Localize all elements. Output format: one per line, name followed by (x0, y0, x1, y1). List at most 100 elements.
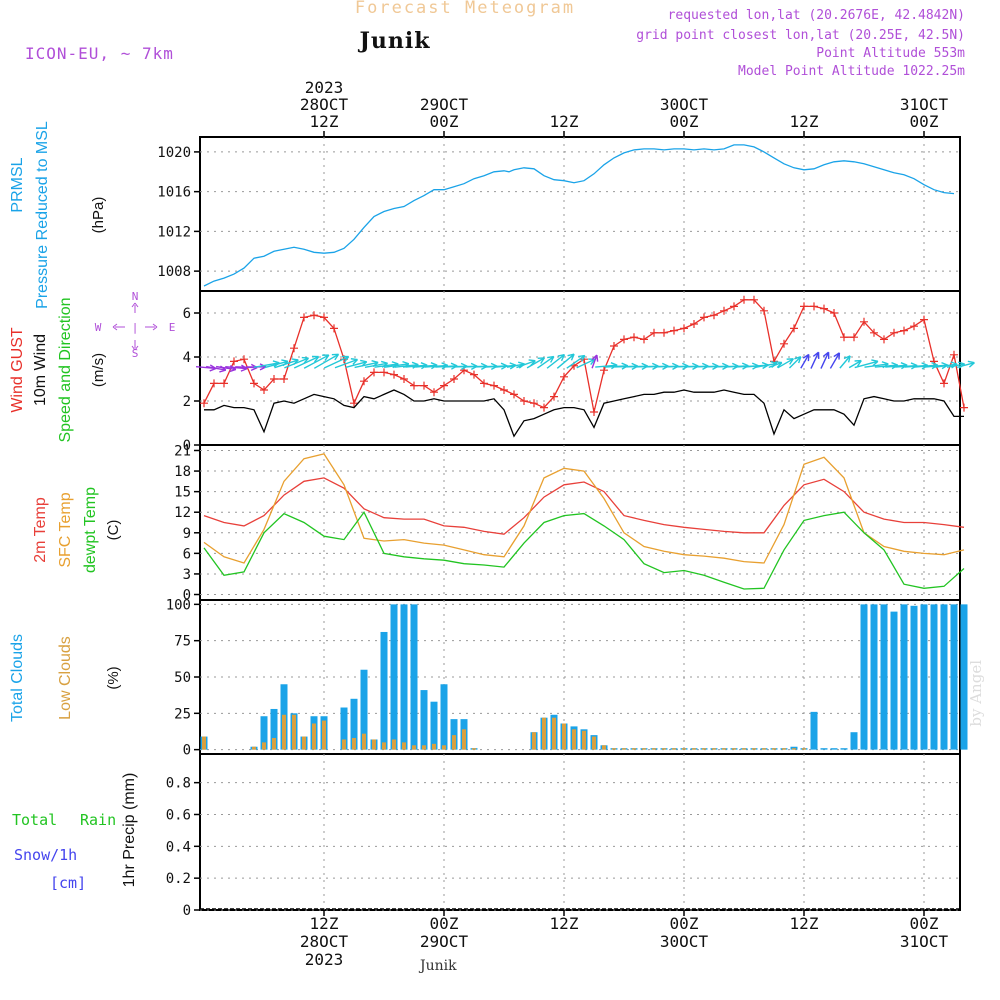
wind-arrow (885, 364, 908, 368)
bar-low-clouds (572, 729, 576, 750)
wind-arrow (914, 364, 938, 368)
wind-arrow (284, 357, 309, 369)
wind-arrow (556, 353, 575, 369)
bar-low-clouds (382, 742, 386, 750)
legend-rain: Rain (80, 811, 116, 829)
bar-total-clouds (880, 604, 888, 750)
ytick-label-temperature: 6 (183, 546, 191, 562)
wind-arrow (394, 363, 419, 368)
gust-point (490, 381, 498, 390)
bar-low-clouds (802, 748, 806, 750)
gust-point (940, 379, 948, 388)
ytick-label-precip: 0.8 (166, 776, 191, 792)
bar-low-clouds (342, 739, 346, 750)
wind-arrow (215, 365, 236, 371)
wind-arrow-head (588, 358, 596, 365)
wind-arrow-head (854, 359, 862, 367)
gust-point (400, 375, 408, 383)
gust-point (910, 322, 918, 331)
wind-arrow (788, 356, 802, 369)
gust-point (280, 375, 288, 383)
wind-arrow-head (341, 355, 350, 363)
bar-low-clouds (752, 748, 756, 750)
bar-low-clouds (792, 748, 796, 750)
bar-total-clouds (450, 719, 458, 750)
wind-arrow (576, 358, 596, 369)
wind-arrow (595, 364, 618, 368)
ylabel-dewpt-temp: dewpt Temp (82, 487, 99, 573)
ylabel-hpa: (hPa) (90, 197, 107, 234)
bar-total-clouds (400, 604, 408, 750)
bar-low-clouds (442, 745, 446, 750)
point-altitude: Point Altitude 553m (816, 46, 965, 61)
bar-total-clouds (360, 669, 368, 750)
bar-total-clouds (810, 711, 818, 750)
compass-s: S (132, 347, 139, 360)
ytick-label-temperature: 0 (183, 588, 191, 604)
gust-point (720, 306, 728, 315)
wind-arrow (935, 363, 958, 368)
bar-total-clouds (440, 684, 448, 750)
bar-total-clouds (960, 604, 968, 750)
wind-arrow-head (537, 357, 545, 364)
gust-point (680, 324, 688, 333)
bar-total-clouds (920, 604, 928, 750)
gust-point (750, 295, 758, 304)
ylabel-percent: (%) (105, 666, 122, 689)
bar-total-clouds (830, 748, 838, 750)
bar-low-clouds (712, 748, 716, 750)
wind-arrow (854, 360, 879, 369)
wind-arrow-head (843, 355, 851, 363)
bar-low-clouds (312, 723, 316, 750)
top-time-label: 00Z (670, 112, 699, 131)
series-sfc-temp (203, 453, 965, 564)
bar-total-clouds (940, 604, 948, 750)
wind-arrow (264, 360, 289, 369)
bar-low-clouds (722, 748, 726, 750)
panel-frame-precip (199, 753, 961, 911)
top-time-label: 00Z (430, 112, 459, 131)
wind-arrow (293, 355, 319, 369)
bottom-time-label: 31OCT (900, 932, 949, 951)
wind-arrow-head (822, 351, 830, 359)
ylabel-2m-temp: 2m Temp (32, 497, 49, 563)
panels (194, 131, 961, 916)
bar-total-clouds (850, 732, 858, 750)
location-title: Junik (359, 28, 431, 54)
gust-point (820, 304, 828, 313)
wind-arrow (405, 364, 428, 368)
ytick-label-temperature: 18 (174, 464, 191, 480)
wind-arrow (591, 354, 598, 369)
ylabel-speed-direction: Speed and Direction (57, 298, 74, 443)
ytick-label-pressure: 1008 (157, 264, 191, 280)
bar-total-clouds (390, 604, 398, 750)
gust-point (350, 399, 358, 408)
gust-point (690, 320, 698, 328)
gust-point (660, 328, 668, 337)
ytick-label-wind: 2 (183, 394, 191, 410)
legend-snow-unit: [cm] (50, 874, 86, 892)
bar-total-clouds (950, 604, 958, 750)
ytick-label-precip: 0.6 (166, 807, 191, 823)
wind-arrow (777, 358, 794, 369)
gust-point (230, 357, 238, 366)
ytick-label-precip: 0.2 (166, 871, 191, 887)
wind-arrow-head (557, 354, 566, 362)
gust-point (610, 342, 618, 350)
wind-arrow (864, 363, 889, 368)
bar-low-clouds (202, 736, 206, 750)
wind-arrow (566, 354, 586, 369)
gust-point (510, 390, 518, 399)
bar-low-clouds (552, 717, 556, 750)
wind-arrow (956, 362, 975, 369)
gust-point (590, 408, 598, 416)
bar-low-clouds (732, 748, 736, 750)
bar-low-clouds (462, 729, 466, 750)
panel-frame-temperature (199, 444, 961, 601)
bar-total-clouds (380, 631, 388, 750)
wind-arrow (205, 365, 226, 371)
ytick-label-temperature: 3 (183, 567, 191, 583)
gust-point (630, 333, 638, 342)
bottom-time-label: 2023 (305, 950, 344, 969)
gust-point (710, 311, 718, 320)
